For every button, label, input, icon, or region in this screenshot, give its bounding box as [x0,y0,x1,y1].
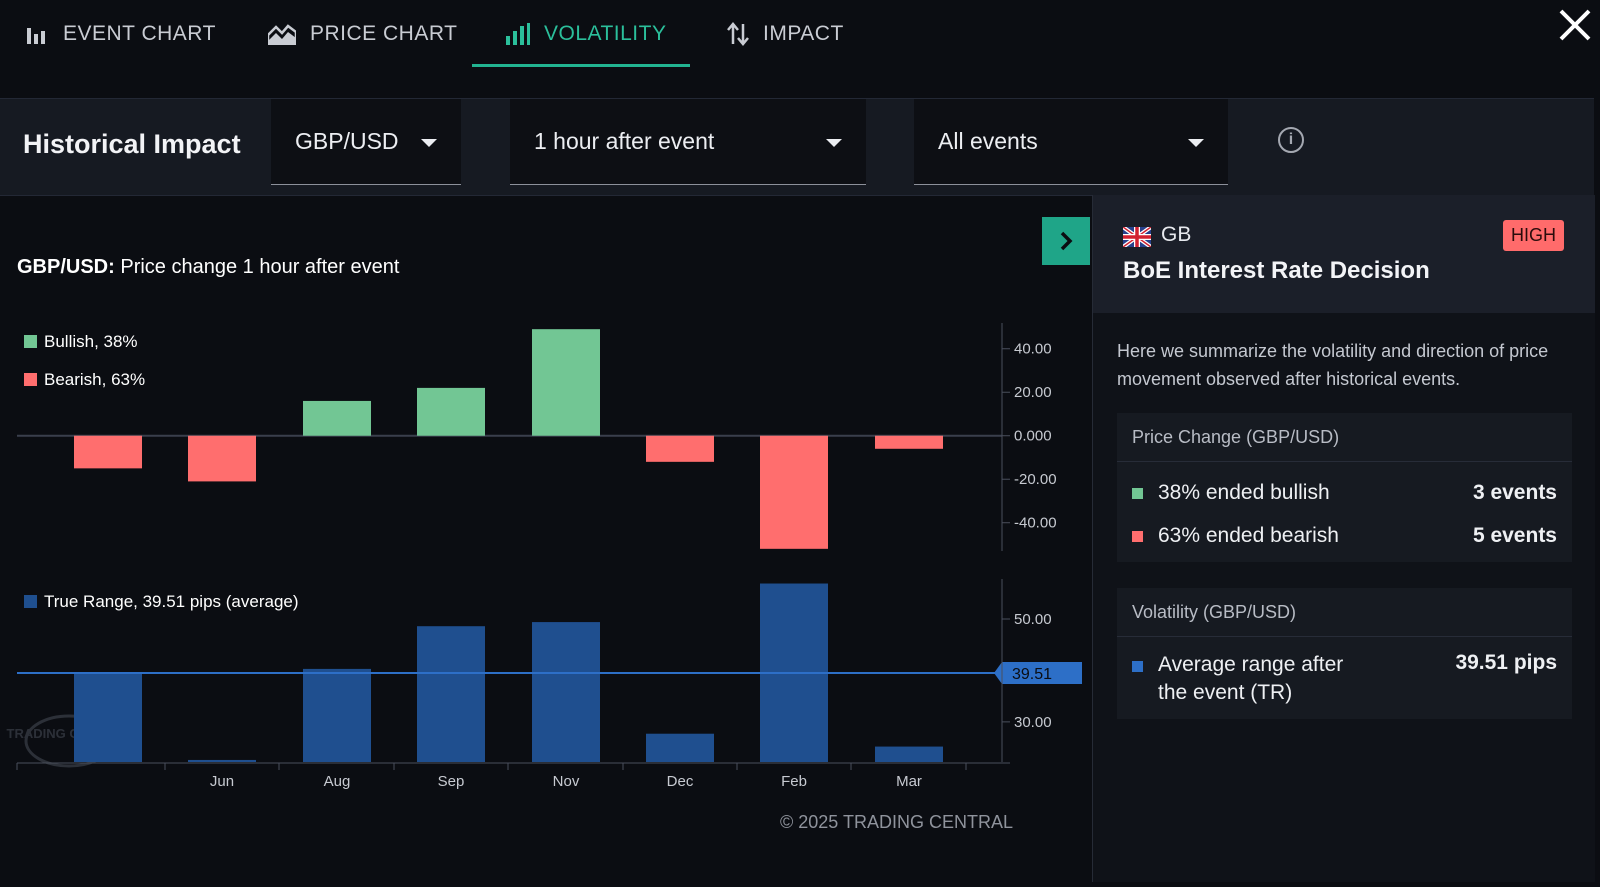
chart-heading-text: Price change 1 hour after event [115,256,400,278]
y-tick-label: 20.00 [1014,384,1052,401]
x-tick-label: Dec [667,773,694,790]
price-change-bar [417,387,485,436]
true-range-bar [417,626,485,762]
close-icon[interactable] [1556,6,1594,44]
average-range-row: Average range after the event (TR) 39.51 … [1117,641,1572,721]
price-change-bar [646,435,714,462]
up-down-arrows-icon [727,22,749,46]
legend-label: Bearish, 63% [44,370,145,389]
average-marker [994,661,1082,684]
collapse-panel-button[interactable] [1042,217,1090,265]
price-change-bar [875,435,943,449]
y-tick-label: 0.000 [1014,428,1052,445]
true-range-bar [532,622,600,762]
x-tick-label: Aug [324,773,351,790]
price-change-bar [74,435,142,469]
x-tick-label: Jun [210,773,234,790]
event-header: GB BoE Interest Rate Decision [1093,195,1595,313]
tab-label: EVENT CHART [63,22,216,45]
chart-svg: GBP/USD: Price change 1 hour after event… [7,256,1082,790]
chart-panel: GBP/USD: Price change 1 hour after event… [0,195,1090,882]
chart-heading: GBP/USD: Price change 1 hour after event [17,256,400,278]
area-chart-icon [268,23,296,45]
price-change-bar [760,435,828,549]
true-range-bar [74,673,142,762]
event-title: BoE Interest Rate Decision [1123,257,1430,284]
event-filter-select[interactable]: All events [914,99,1228,185]
importance-badge: HIGH [1503,220,1564,251]
bar-chart-icon [27,24,49,44]
card-title: Volatility (GBP/USD) [1117,588,1572,637]
average-range-label: Average range after the event (TR) [1158,651,1343,707]
true-range-bar [303,668,371,762]
price-change-bar [532,329,600,436]
tab-label: PRICE CHART [310,22,458,45]
true-range-chart: 39.51 50.00 30.00 Jun Aug Sep Nov Dec Feb Mar True… [16,579,1082,790]
card-title: Price Change (GBP/USD) [1117,413,1572,462]
legend-swatch [24,373,37,386]
x-tick-label: Nov [553,773,580,790]
true-range-bar [646,733,714,762]
true-range-bar [875,746,943,762]
info-icon[interactable]: i [1278,127,1304,153]
legend-swatch [24,335,37,348]
caret-down-icon [421,139,437,147]
event-detail-panel: GB BoE Interest Rate Decision Here we su… [1092,195,1595,882]
bullish-row: 38% ended bullish 3 events [1117,471,1572,514]
bearish-square-icon [1132,531,1143,542]
y-tick-label: 30.00 [1014,714,1052,731]
pair-select-value: GBP/USD [295,128,399,154]
tab-label: VOLATILITY [544,22,667,45]
price-change-card: Price Change (GBP/USD) 38% ended bullish… [1117,413,1572,562]
price-change-chart: 40.00 20.00 0.000 -20.00 -40.00 Bullish, 38% B… [17,323,1057,551]
tab-impact[interactable]: IMPACT [727,0,844,68]
volatility-card: Volatility (GBP/USD) Average range after… [1117,588,1572,719]
x-tick-label: Mar [896,773,922,790]
time-window-select[interactable]: 1 hour after event [510,99,866,185]
time-window-value: 1 hour after event [534,128,715,154]
page-title: Historical Impact [23,129,241,159]
true-range-bar [188,759,256,762]
event-filter-value: All events [938,128,1038,154]
tab-bar: EVENT CHART PRICE CHART VOLATILITY IMPAC… [0,0,1600,68]
legend-swatch [24,595,37,608]
y-tick-label: -40.00 [1014,515,1057,532]
tab-volatility[interactable]: VOLATILITY [506,0,666,68]
bullish-count: 3 events [1472,481,1557,504]
bearish-count: 5 events [1472,524,1557,547]
copyright: © 2025 TRADING CENTRAL [780,812,1013,832]
average-marker-label: 39.51 [1012,666,1052,683]
caret-down-icon [826,139,842,147]
legend-label: True Range, 39.51 pips (average) [44,592,299,611]
chevron-right-icon [1060,231,1073,251]
price-change-bar [303,400,371,436]
tab-price-chart[interactable]: PRICE CHART [268,0,457,68]
average-range-label-line1: Average range after [1158,653,1344,676]
tab-event-chart[interactable]: EVENT CHART [27,0,216,68]
average-range-value: 39.51 pips [1455,651,1557,674]
bearish-label: 63% ended bearish [1158,524,1339,547]
bullish-square-icon [1132,488,1143,499]
uk-flag-icon [1123,227,1151,247]
average-range-label-line2: the event (TR) [1158,681,1293,704]
toolbar: Historical Impact GBP/USD 1 hour after e… [0,98,1594,196]
price-change-bar [188,435,256,482]
caret-down-icon [1188,139,1204,147]
legend-label: Bullish, 38% [44,332,138,351]
bullish-label: 38% ended bullish [1158,481,1330,504]
x-tick-label: Sep [438,773,465,790]
summary-text: Here we summarize the volatility and dir… [1117,341,1549,389]
y-tick-label: -20.00 [1014,471,1057,488]
y-tick-label: 50.00 [1014,611,1052,628]
chart-heading-pair: GBP/USD: [17,256,115,278]
bearish-row: 63% ended bearish 5 events [1117,514,1572,557]
x-tick-label: Feb [781,773,807,790]
active-tab-indicator [472,64,690,67]
pair-select[interactable]: GBP/USD [271,99,461,185]
tab-label: IMPACT [763,22,844,45]
country-code: GB [1161,223,1192,246]
signal-bars-icon [506,23,530,45]
y-tick-label: 40.00 [1014,341,1052,358]
range-square-icon [1132,661,1143,672]
